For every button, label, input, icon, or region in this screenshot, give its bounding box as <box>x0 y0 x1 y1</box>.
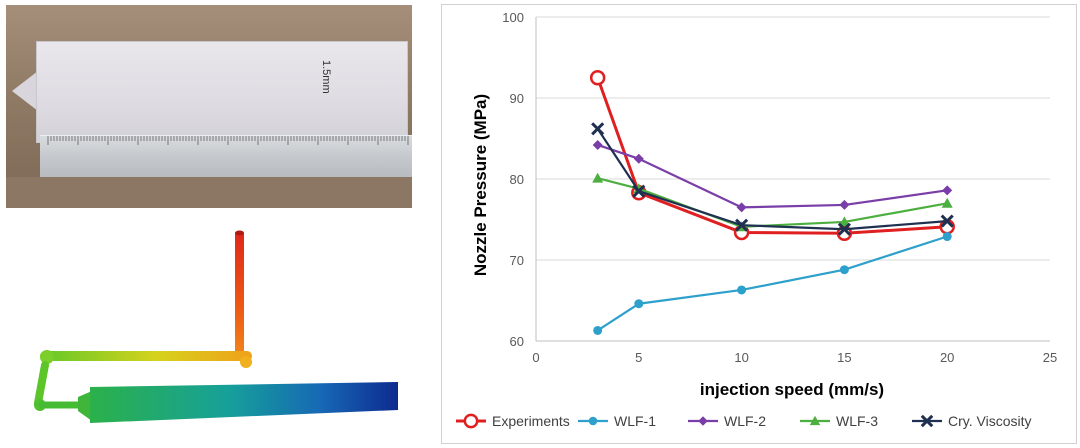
data-point <box>634 299 644 309</box>
axes <box>535 17 1050 342</box>
data-point <box>809 415 821 426</box>
series-wlf-2 <box>592 139 953 213</box>
x-tick-label: 25 <box>1043 350 1057 365</box>
data-point <box>737 285 747 295</box>
y-tick-labels: 60 70 80 90 100 <box>502 10 524 349</box>
x-tick-label: 5 <box>635 350 642 365</box>
steel-ruler <box>40 135 412 178</box>
branch-runner <box>34 361 49 407</box>
y-tick-label: 90 <box>510 91 524 106</box>
legend-label: Experiments <box>492 413 570 429</box>
legend-item: WLF-3 <box>800 413 878 429</box>
sprue-top <box>235 230 244 236</box>
legend-item: Experiments <box>456 413 570 429</box>
simulation-render <box>20 225 410 435</box>
data-point <box>591 122 605 136</box>
runner-joint-right <box>240 356 252 368</box>
series-line <box>596 77 948 235</box>
data-point <box>942 185 953 196</box>
y-tick-label: 80 <box>510 172 524 187</box>
sprue <box>235 233 244 361</box>
sprue-gate <box>12 71 38 111</box>
runner-cavity-model <box>34 230 398 423</box>
data-point <box>837 222 851 236</box>
x-axis-label: injection speed (mm/s) <box>700 380 884 399</box>
ruler-ticks <box>47 136 409 145</box>
x-tick-labels: 0 5 10 15 20 25 <box>532 350 1057 365</box>
translucent-plate <box>36 41 408 143</box>
data-point <box>839 265 849 275</box>
data-point <box>839 199 850 210</box>
series-wlf-1 <box>593 232 952 335</box>
legend-label: Cry. Viscosity <box>948 413 1032 429</box>
data-point <box>588 416 598 426</box>
legend: Experiments WLF-1 WLF-2 WLF-3 Cry. Viscosity <box>456 413 1032 429</box>
legend-label: WLF-2 <box>724 413 766 429</box>
data-point <box>589 70 606 86</box>
data-point <box>940 214 954 228</box>
x-tick-label: 0 <box>532 350 539 365</box>
main-runner <box>40 351 252 361</box>
legend-item: WLF-2 <box>688 413 766 429</box>
data-point <box>632 184 646 198</box>
data-point <box>633 183 645 194</box>
y-axis-label: Nozzle Pressure (MPa) <box>471 94 490 276</box>
data-point <box>592 172 604 183</box>
series-group <box>589 70 955 335</box>
x-tick-label: 20 <box>940 350 954 365</box>
series-line <box>597 235 948 332</box>
handwritten-note: 1.5mm <box>320 60 332 94</box>
y-tick-label: 100 <box>502 10 524 25</box>
chart-panel: 0 5 10 15 20 25 60 70 80 90 100 Nozzle Pressure (… <box>441 4 1077 444</box>
data-point <box>592 139 603 150</box>
data-point <box>941 197 953 208</box>
fan-gate <box>78 391 92 421</box>
series-line <box>597 177 948 228</box>
series-cry-viscosity <box>591 122 954 236</box>
y-tick-label: 70 <box>510 253 524 268</box>
pressure-chart: 0 5 10 15 20 25 60 70 80 90 100 Nozzle Pressure (… <box>456 10 1057 429</box>
data-point <box>920 414 934 428</box>
cavity-plate <box>90 382 398 423</box>
x-tick-label: 10 <box>734 350 748 365</box>
legend-label: WLF-1 <box>614 413 656 429</box>
data-point <box>838 216 850 227</box>
data-point <box>698 416 708 426</box>
runner-joint-left <box>40 350 54 364</box>
data-point <box>735 218 749 232</box>
legend-item: Cry. Viscosity <box>912 413 1032 429</box>
y-tick-label: 60 <box>510 334 524 349</box>
table-surface <box>6 177 412 208</box>
data-point <box>633 153 644 164</box>
grid-lines <box>536 16 1050 342</box>
data-point <box>593 325 603 335</box>
series-wlf-3 <box>592 172 953 232</box>
molded-part-photo: 1.5mm <box>6 5 412 208</box>
x-tick-label: 15 <box>837 350 851 365</box>
data-point <box>463 413 479 429</box>
data-point <box>942 232 952 242</box>
legend-label: WLF-3 <box>836 413 878 429</box>
series-experiments <box>589 70 955 242</box>
data-point <box>736 202 747 213</box>
legend-item: WLF-1 <box>578 413 656 429</box>
